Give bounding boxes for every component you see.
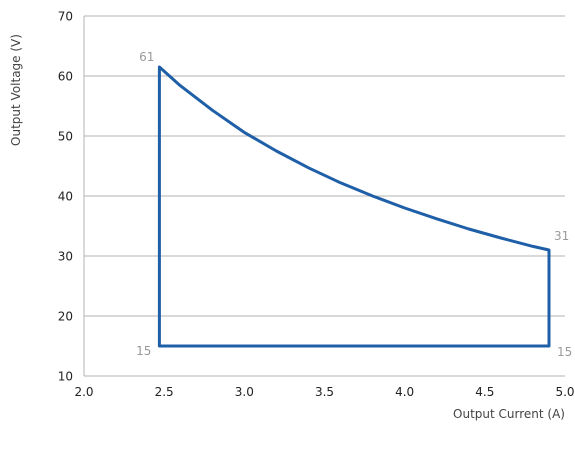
data-label: 61 [139, 50, 154, 64]
x-tick-label: 3.5 [315, 385, 334, 399]
data-label: 31 [554, 229, 569, 243]
x-tick-label: 3.0 [235, 385, 254, 399]
data-label: 15 [557, 345, 572, 359]
x-tick-label: 4.5 [475, 385, 494, 399]
x-tick-label: 2.0 [74, 385, 93, 399]
y-tick-label: 70 [58, 10, 73, 24]
x-axis-label: Output Current (A) [453, 407, 565, 421]
axis-layer: 10 20 30 40 50 60 70 2.0 2.5 3.0 3.5 4.0 4.5 5.0 [58, 10, 575, 400]
grid-layer [84, 15, 565, 377]
y-tick-label: 40 [58, 190, 73, 204]
y-tick-label: 10 [58, 370, 73, 384]
y-tick-label: 50 [58, 130, 73, 144]
y-tick-label: 30 [58, 250, 73, 264]
y-tick-label: 20 [58, 310, 73, 324]
y-axis-label: Output Voltage (V) [9, 34, 23, 146]
series-line [157, 65, 551, 348]
data-label: 15 [136, 344, 151, 358]
label-layer: Output Voltage (V) Output Current (A) [9, 34, 565, 421]
x-tick-label: 2.5 [155, 385, 174, 399]
series-layer [157, 65, 551, 348]
x-tick-label: 5.0 [555, 385, 574, 399]
x-tick-label: 4.0 [395, 385, 414, 399]
y-tick-label: 60 [58, 70, 73, 84]
annotation-layer: 61 31 15 15 [136, 50, 572, 359]
